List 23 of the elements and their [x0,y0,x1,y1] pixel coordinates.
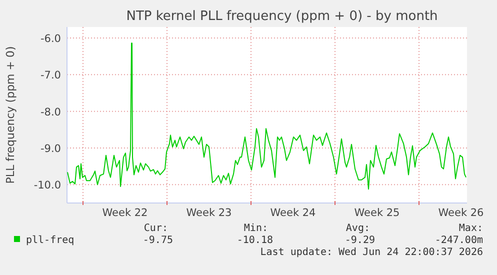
legend-label: pll-freq [26,235,74,246]
text: -10.18 [236,235,273,246]
y-tick-label: -6.0 [40,33,61,45]
chart-title: NTP kernel PLL frequency (ppm + 0) - by month [126,9,438,24]
y-tick-label: -10.0 [34,180,61,192]
x-tick-label: Week 25 [354,207,400,219]
x-tick-label: Week 23 [186,207,232,219]
y-axis-title: PLL frequency (ppm + 0) [4,46,17,184]
text: Avg: [346,223,370,234]
x-tick-label: Week 26 [438,207,484,219]
text: Cur: [144,223,168,234]
y-tick-label: -9.0 [40,143,61,155]
text: -9.75 [142,235,173,246]
y-tick-label: -8.0 [40,106,61,118]
text: Last update: Wed Jun 24 22:00:37 2026 [260,247,483,258]
text: Min: [244,223,268,234]
x-tick-label: Week 24 [270,207,316,219]
x-tick-label: Week 22 [102,207,148,219]
text: Max: [458,223,483,234]
y-tick-label: -7.0 [40,70,61,82]
line-series [67,42,466,190]
text: -9.29 [344,235,375,246]
text: -247.00m [434,235,483,246]
